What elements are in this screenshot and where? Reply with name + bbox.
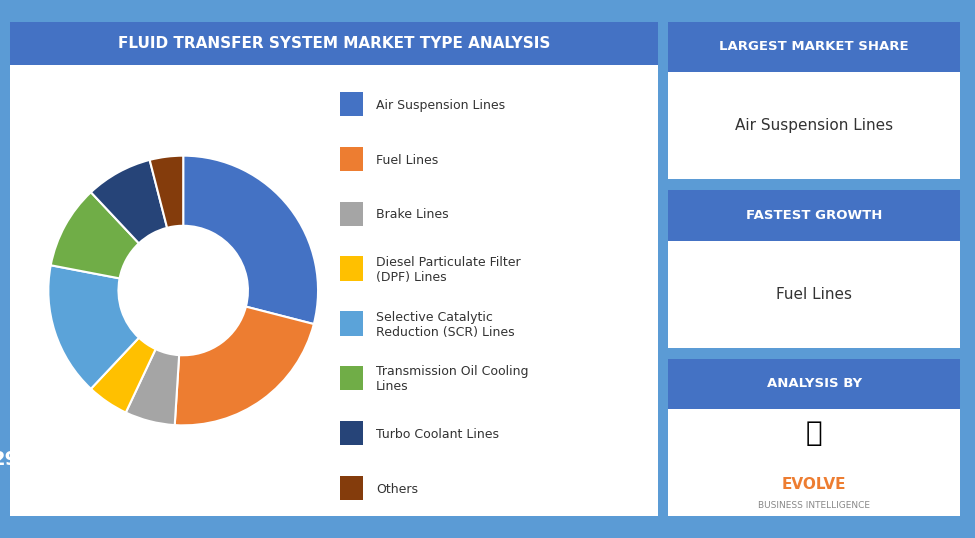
Text: Air Suspension Lines: Air Suspension Lines <box>735 118 893 133</box>
Wedge shape <box>91 160 167 243</box>
Text: Turbo Coolant Lines: Turbo Coolant Lines <box>376 428 499 441</box>
Text: FLUID TRANSFER SYSTEM MARKET TYPE ANALYSIS: FLUID TRANSFER SYSTEM MARKET TYPE ANALYS… <box>118 36 550 51</box>
Text: 29%: 29% <box>162 281 205 300</box>
Text: Selective Catalytic
Reduction (SCR) Lines: Selective Catalytic Reduction (SCR) Line… <box>376 310 515 338</box>
Text: Fuel Lines: Fuel Lines <box>776 287 852 302</box>
Text: 📊: 📊 <box>805 419 823 447</box>
Text: BUSINESS INTELLIGENCE: BUSINESS INTELLIGENCE <box>759 501 870 510</box>
Text: EVOLVE: EVOLVE <box>782 477 846 492</box>
Text: 29%: 29% <box>0 450 38 469</box>
FancyBboxPatch shape <box>340 257 363 281</box>
FancyBboxPatch shape <box>340 366 363 391</box>
Text: ANALYSIS BY: ANALYSIS BY <box>766 378 862 391</box>
Text: FASTEST GROWTH: FASTEST GROWTH <box>746 209 882 222</box>
Wedge shape <box>49 265 138 389</box>
Text: Brake Lines: Brake Lines <box>376 208 448 222</box>
Text: Others: Others <box>376 483 418 495</box>
Wedge shape <box>183 155 318 324</box>
FancyBboxPatch shape <box>340 312 363 336</box>
Wedge shape <box>175 307 314 426</box>
Text: Fuel Lines: Fuel Lines <box>376 153 439 167</box>
FancyBboxPatch shape <box>340 421 363 445</box>
Text: Air Suspension Lines: Air Suspension Lines <box>376 99 505 112</box>
Wedge shape <box>126 349 179 425</box>
FancyBboxPatch shape <box>340 92 363 116</box>
Wedge shape <box>150 155 183 228</box>
Text: Diesel Particulate Filter
(DPF) Lines: Diesel Particulate Filter (DPF) Lines <box>376 256 521 284</box>
FancyBboxPatch shape <box>340 476 363 500</box>
Wedge shape <box>51 192 138 278</box>
FancyBboxPatch shape <box>340 147 363 171</box>
Text: Transmission Oil Cooling
Lines: Transmission Oil Cooling Lines <box>376 365 528 393</box>
Text: LARGEST MARKET SHARE: LARGEST MARKET SHARE <box>720 40 909 53</box>
FancyBboxPatch shape <box>340 202 363 226</box>
Wedge shape <box>91 338 156 413</box>
